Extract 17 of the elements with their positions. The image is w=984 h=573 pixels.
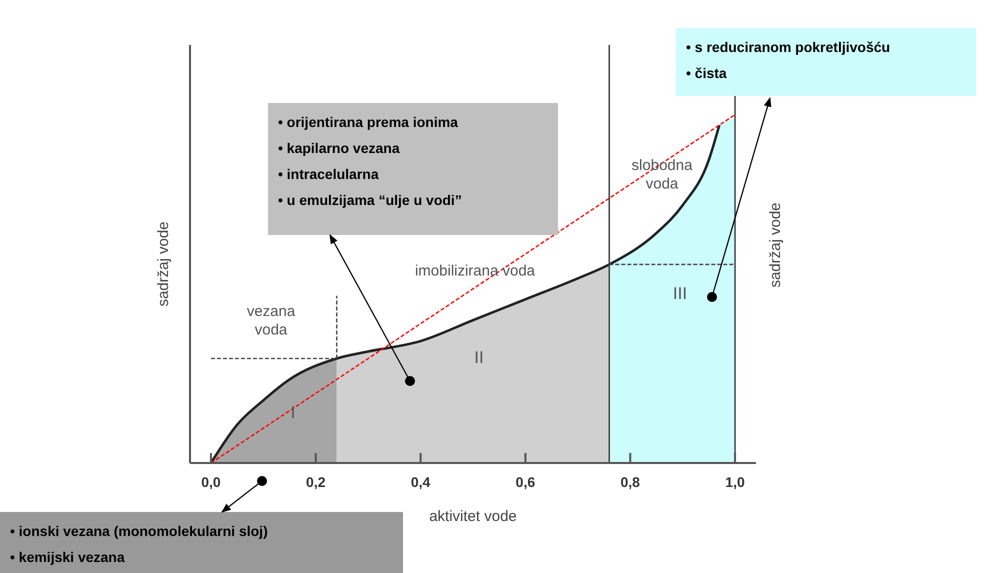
annotation: I xyxy=(290,402,296,422)
annotation: imobilizirana voda xyxy=(414,262,536,280)
x-tick-label: 0,0 xyxy=(201,474,221,490)
x-tick-label: 1,0 xyxy=(725,474,745,490)
x-axis-title: aktivitet vode xyxy=(429,508,517,525)
annotation: III xyxy=(672,284,688,303)
x-tick-label: 0,8 xyxy=(620,474,640,490)
note-box: • orijentirana prema ionima • kapilarno vezana • intracelularna • u emulzijama “ulje u vodi” xyxy=(268,103,558,235)
x-tick-label: 0,4 xyxy=(410,474,431,490)
annotation: II xyxy=(474,348,484,367)
y-axis-title: sadržaj vode xyxy=(155,221,172,307)
annotation: vezana voda xyxy=(246,302,296,339)
note-box: • ionski vezana (monomolekularni sloj) • kemijski vezana xyxy=(0,512,403,573)
y2-axis-title: sadržaj vode xyxy=(767,202,784,288)
x-tick-label: 0,2 xyxy=(306,474,326,490)
note-box: • s reduciranom pokretljivošću • čista xyxy=(676,28,976,96)
x-tick-label: 0,6 xyxy=(516,474,536,490)
